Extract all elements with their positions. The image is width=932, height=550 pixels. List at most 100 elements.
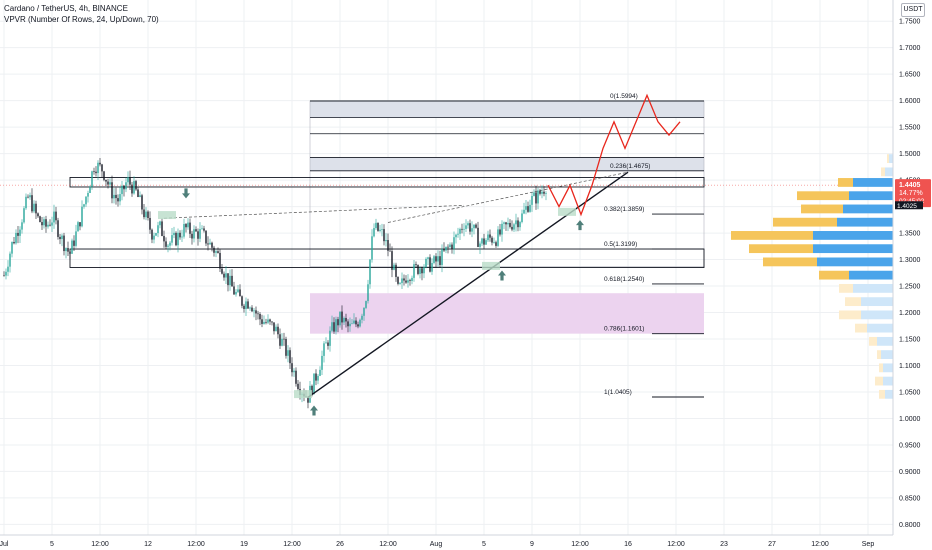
candle-body [73,240,75,246]
candle-body [409,280,411,282]
chart-title: Cardano / TetherUS, 4h, BINANCE [4,4,128,13]
candle-body [109,182,111,185]
candle-body [521,213,523,223]
candle-body [349,323,351,327]
candle-body [29,195,31,198]
candle-body [327,342,329,346]
candle-body [237,289,239,292]
price-tick-label: 1.6000 [899,98,921,105]
candle-body [403,278,405,281]
fib-zone-236 [310,157,704,171]
candle-body [67,248,69,252]
candle-body [277,326,279,335]
candle-body [57,220,59,237]
candle-body [141,195,143,210]
candle-body [149,217,151,230]
candle-body [321,355,323,370]
candle-body [489,234,491,238]
candle-body [187,222,189,228]
candle-body [47,224,49,227]
candle-body [227,273,229,286]
indicator-label[interactable]: VPVR (Number Of Rows, 24, Up/Down, 70) [4,15,159,24]
support-box [69,248,705,268]
volume-profile-up [849,191,893,201]
candle-body [425,258,427,268]
candle-body [239,289,241,297]
candle-body [113,194,115,199]
candle-body [183,224,185,237]
candle-body [379,229,381,231]
candle-body [453,237,455,249]
candle-body [491,237,493,243]
volume-profile-up [885,167,893,177]
price-tick-label: 1.2000 [899,310,921,317]
candle-body [335,319,337,332]
candle-body [39,216,41,223]
candle-body [373,228,375,237]
volume-profile-up [861,297,893,307]
candle-body [333,322,335,332]
candle-body [433,256,435,263]
candle-body [511,226,513,230]
candle-body [407,280,409,283]
volume-profile-up [877,336,893,346]
pivot-highlight [158,211,176,220]
candle-body [269,319,271,322]
time-tick-label: 12:00 [667,541,685,548]
candle-body [261,319,263,324]
candle-body [477,227,479,247]
volume-profile-down [819,270,849,280]
time-tick-label: 12:00 [187,541,205,548]
candle-body [63,235,65,252]
price-tick-label: 1.6500 [899,72,921,79]
candle-body [399,283,401,284]
volume-profile-up [883,376,893,386]
candle-body [387,240,389,251]
volume-profile-down [773,217,837,227]
candle-body [473,224,475,229]
pivot-highlight [294,390,312,399]
candle-body [419,268,421,274]
candle-body [297,383,299,389]
candle-body [147,211,149,218]
candle-body [341,311,343,323]
candle-body [545,193,547,194]
candle-body [41,222,43,226]
time-tick-label: 9 [530,541,534,548]
dashed-trendline [163,204,465,219]
resistance-box [69,177,705,188]
candle-body [179,232,181,238]
candle-body [81,206,83,227]
fib-outline [309,100,705,268]
candle-body [325,342,327,344]
price-tick-label: 1.3000 [899,257,921,264]
candle-body [79,222,81,227]
candle-body [437,256,439,262]
currency-unit-badge[interactable]: USDT [901,3,925,17]
price-tick-label: 1.1500 [899,337,921,344]
candle-body [413,264,415,278]
fib-level-label: 0.618(1.2540) [604,276,644,283]
candle-body [15,232,17,244]
candle-body [213,247,215,253]
pivot-highlight [558,207,576,216]
volume-profile-up [861,310,893,320]
candle-body [383,229,385,242]
candle-body [43,219,45,226]
candle-body [319,369,321,376]
candle-body [445,246,447,251]
candle-body [501,223,503,235]
candle-body [347,321,349,327]
volume-profile-down [801,204,843,214]
candle-body [85,196,87,205]
time-tick-label: Sep [862,541,875,548]
candle-body [197,231,199,239]
candle-body [217,251,219,253]
volume-profile-down [731,231,813,240]
candle-body [337,319,339,326]
candle-body [123,185,125,190]
candle-body [537,190,539,204]
volume-profile-up [813,231,893,240]
